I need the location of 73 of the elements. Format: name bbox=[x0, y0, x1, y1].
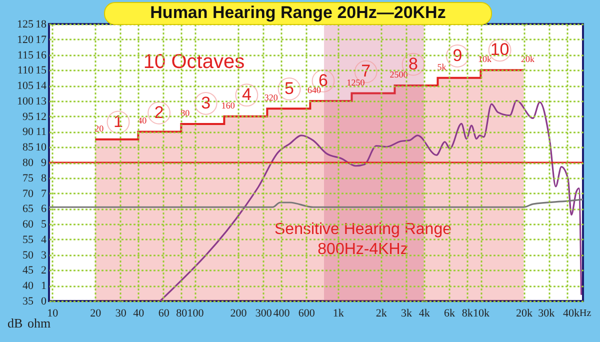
y-tick-label: 125 bbox=[17, 18, 34, 30]
x-tick-label: 8k bbox=[462, 308, 474, 320]
y-tick-label: 95 bbox=[22, 110, 34, 123]
y-tick-label: 50 bbox=[22, 249, 34, 262]
x-tick-label: 1k bbox=[332, 308, 344, 320]
y2-tick-label: 16 bbox=[36, 49, 47, 62]
y-tick-label: 70 bbox=[22, 188, 34, 200]
x-tick-label: 3k bbox=[401, 308, 413, 320]
annotation: 5k bbox=[437, 62, 447, 72]
x-tick-label: 2k bbox=[376, 308, 388, 320]
x-tick-label: 200 bbox=[230, 308, 248, 320]
x-tick-label: 40k bbox=[562, 308, 580, 320]
y-tick-label: 90 bbox=[22, 126, 34, 138]
x-tick-label: 30 bbox=[115, 308, 127, 320]
x-tick-label: 80 bbox=[176, 308, 188, 320]
y2-tick-label: 11 bbox=[36, 126, 46, 138]
x-tick-label: 40 bbox=[133, 308, 145, 320]
annotation: 2 bbox=[154, 102, 164, 122]
x-axis-title: Hz bbox=[580, 308, 592, 319]
x-tick-label: 4k bbox=[418, 308, 430, 320]
annotation: 10k bbox=[478, 54, 492, 64]
y2-tick-label: 3 bbox=[41, 249, 47, 262]
annotation: 20 bbox=[94, 123, 104, 134]
y2-tick-label: 4 bbox=[41, 234, 47, 246]
y-tick-label: 80 bbox=[22, 157, 34, 169]
y2-tick-label: 5 bbox=[41, 218, 47, 231]
y2-tick-label: 6 bbox=[41, 203, 47, 216]
y-tick-label: 75 bbox=[22, 172, 34, 184]
annotation: 8 bbox=[408, 54, 418, 74]
x-tick-label: 600 bbox=[298, 308, 316, 320]
y-tick-label: 65 bbox=[22, 203, 34, 216]
y2-tick-label: 14 bbox=[36, 80, 47, 92]
y-tick-label: 40 bbox=[22, 280, 34, 292]
y2-tick-label: 15 bbox=[36, 64, 47, 77]
y2-tick-label: 8 bbox=[41, 172, 47, 184]
y2-tick-label: 2 bbox=[41, 264, 46, 277]
y2-tick-label: 10 bbox=[36, 142, 47, 154]
y2-tick-label: 7 bbox=[41, 188, 47, 200]
x-tick-label: 300 bbox=[255, 308, 272, 320]
annotation: 10 bbox=[490, 40, 510, 60]
y2-tick-label: 17 bbox=[36, 34, 47, 46]
y2-tick-label: 9 bbox=[41, 157, 47, 169]
x-tick-label: 60 bbox=[158, 308, 170, 320]
y-tick-label: 120 bbox=[17, 34, 34, 46]
y-tick-label: 100 bbox=[17, 95, 34, 108]
y-tick-label: 115 bbox=[17, 49, 34, 62]
y2-tick-label: 12 bbox=[36, 110, 46, 123]
y-axis-title: dB bbox=[8, 316, 23, 330]
annotation: 160 bbox=[221, 100, 236, 110]
y2-tick-label: 0 bbox=[41, 296, 47, 308]
y-tick-label: 85 bbox=[22, 142, 34, 154]
x-tick-label: 400 bbox=[273, 308, 290, 320]
chart-title: Human Hearing Range 20Hz—20KHz bbox=[104, 2, 492, 25]
annotation: 3 bbox=[201, 93, 211, 112]
x-tick-label: 6k bbox=[444, 308, 456, 320]
x-tick-label: 10k bbox=[472, 308, 490, 320]
annotation: 640 bbox=[307, 84, 322, 95]
y2-tick-label: 1 bbox=[41, 280, 46, 292]
y-tick-label: 55 bbox=[22, 234, 34, 246]
annotation: 4 bbox=[242, 85, 252, 104]
x-tick-label: 100 bbox=[187, 308, 204, 320]
y-tick-label: 60 bbox=[22, 218, 34, 231]
x-tick-label: 30k bbox=[538, 308, 556, 320]
annotation: 1250 bbox=[346, 77, 366, 88]
y-tick-label: 35 bbox=[22, 296, 34, 308]
y-tick-label: 105 bbox=[17, 80, 34, 92]
annotation: 320 bbox=[264, 92, 278, 103]
y-tick-label: 110 bbox=[17, 64, 34, 77]
y-tick-label: 45 bbox=[22, 264, 34, 277]
x-tick-label: 20k bbox=[516, 308, 533, 320]
x-tick-label: 20 bbox=[90, 308, 102, 320]
y2-tick-label: 18 bbox=[36, 18, 47, 30]
y2-tick-label: 13 bbox=[36, 95, 47, 108]
